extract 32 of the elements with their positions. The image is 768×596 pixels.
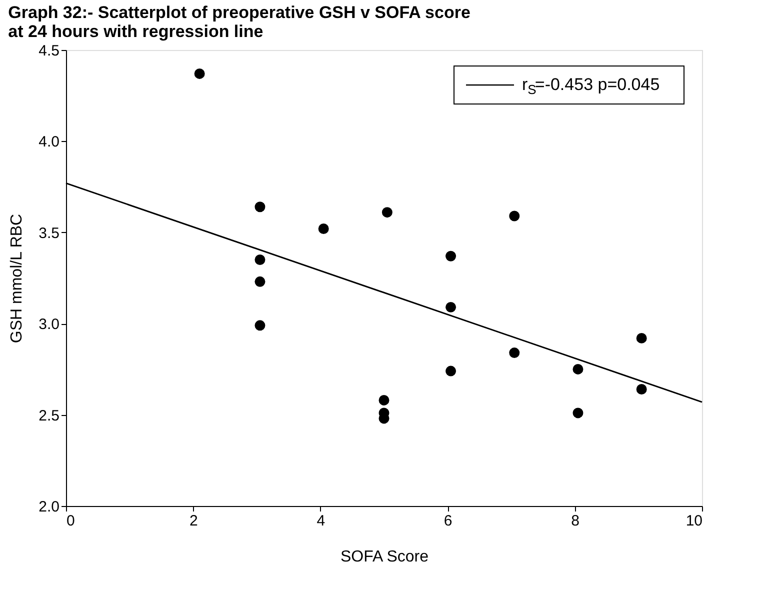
x-tick-label: 8 <box>571 512 580 530</box>
point <box>254 276 266 287</box>
point <box>378 394 390 406</box>
point <box>636 332 647 344</box>
x-tick-label: 0 <box>66 512 75 530</box>
point <box>446 250 456 262</box>
point <box>446 366 456 376</box>
y-tick-label: 2.0 <box>38 498 60 516</box>
x-tick-label: 6 <box>444 512 452 530</box>
point <box>509 348 520 358</box>
point <box>254 254 266 265</box>
y-axis-title: GSH mmol/L RBC <box>8 214 26 344</box>
x-tick-label: 2 <box>190 512 198 530</box>
point <box>572 408 584 418</box>
chart-title: Graph 32:- Scatterplot of preoperative GSH v SOFA score at 24 hours with regression line <box>8 3 470 41</box>
y-tick-label: 4.5 <box>38 42 60 60</box>
point <box>636 384 647 394</box>
x-axis-title: SOFA Score <box>340 548 429 566</box>
point <box>194 68 205 79</box>
point <box>254 202 266 212</box>
point <box>446 302 456 312</box>
x-tick-label: 4 <box>316 512 326 530</box>
point <box>318 224 329 234</box>
y-tick-label: 3.5 <box>38 224 60 242</box>
point <box>254 320 266 331</box>
point <box>572 364 584 374</box>
y-tick-label: 4.0 <box>38 134 60 151</box>
point <box>382 207 392 218</box>
point <box>509 210 520 222</box>
y-tick-label: 2.5 <box>38 407 60 424</box>
x-tick-label: 10 <box>686 512 702 530</box>
y-tick-label: 3.0 <box>38 316 60 334</box>
